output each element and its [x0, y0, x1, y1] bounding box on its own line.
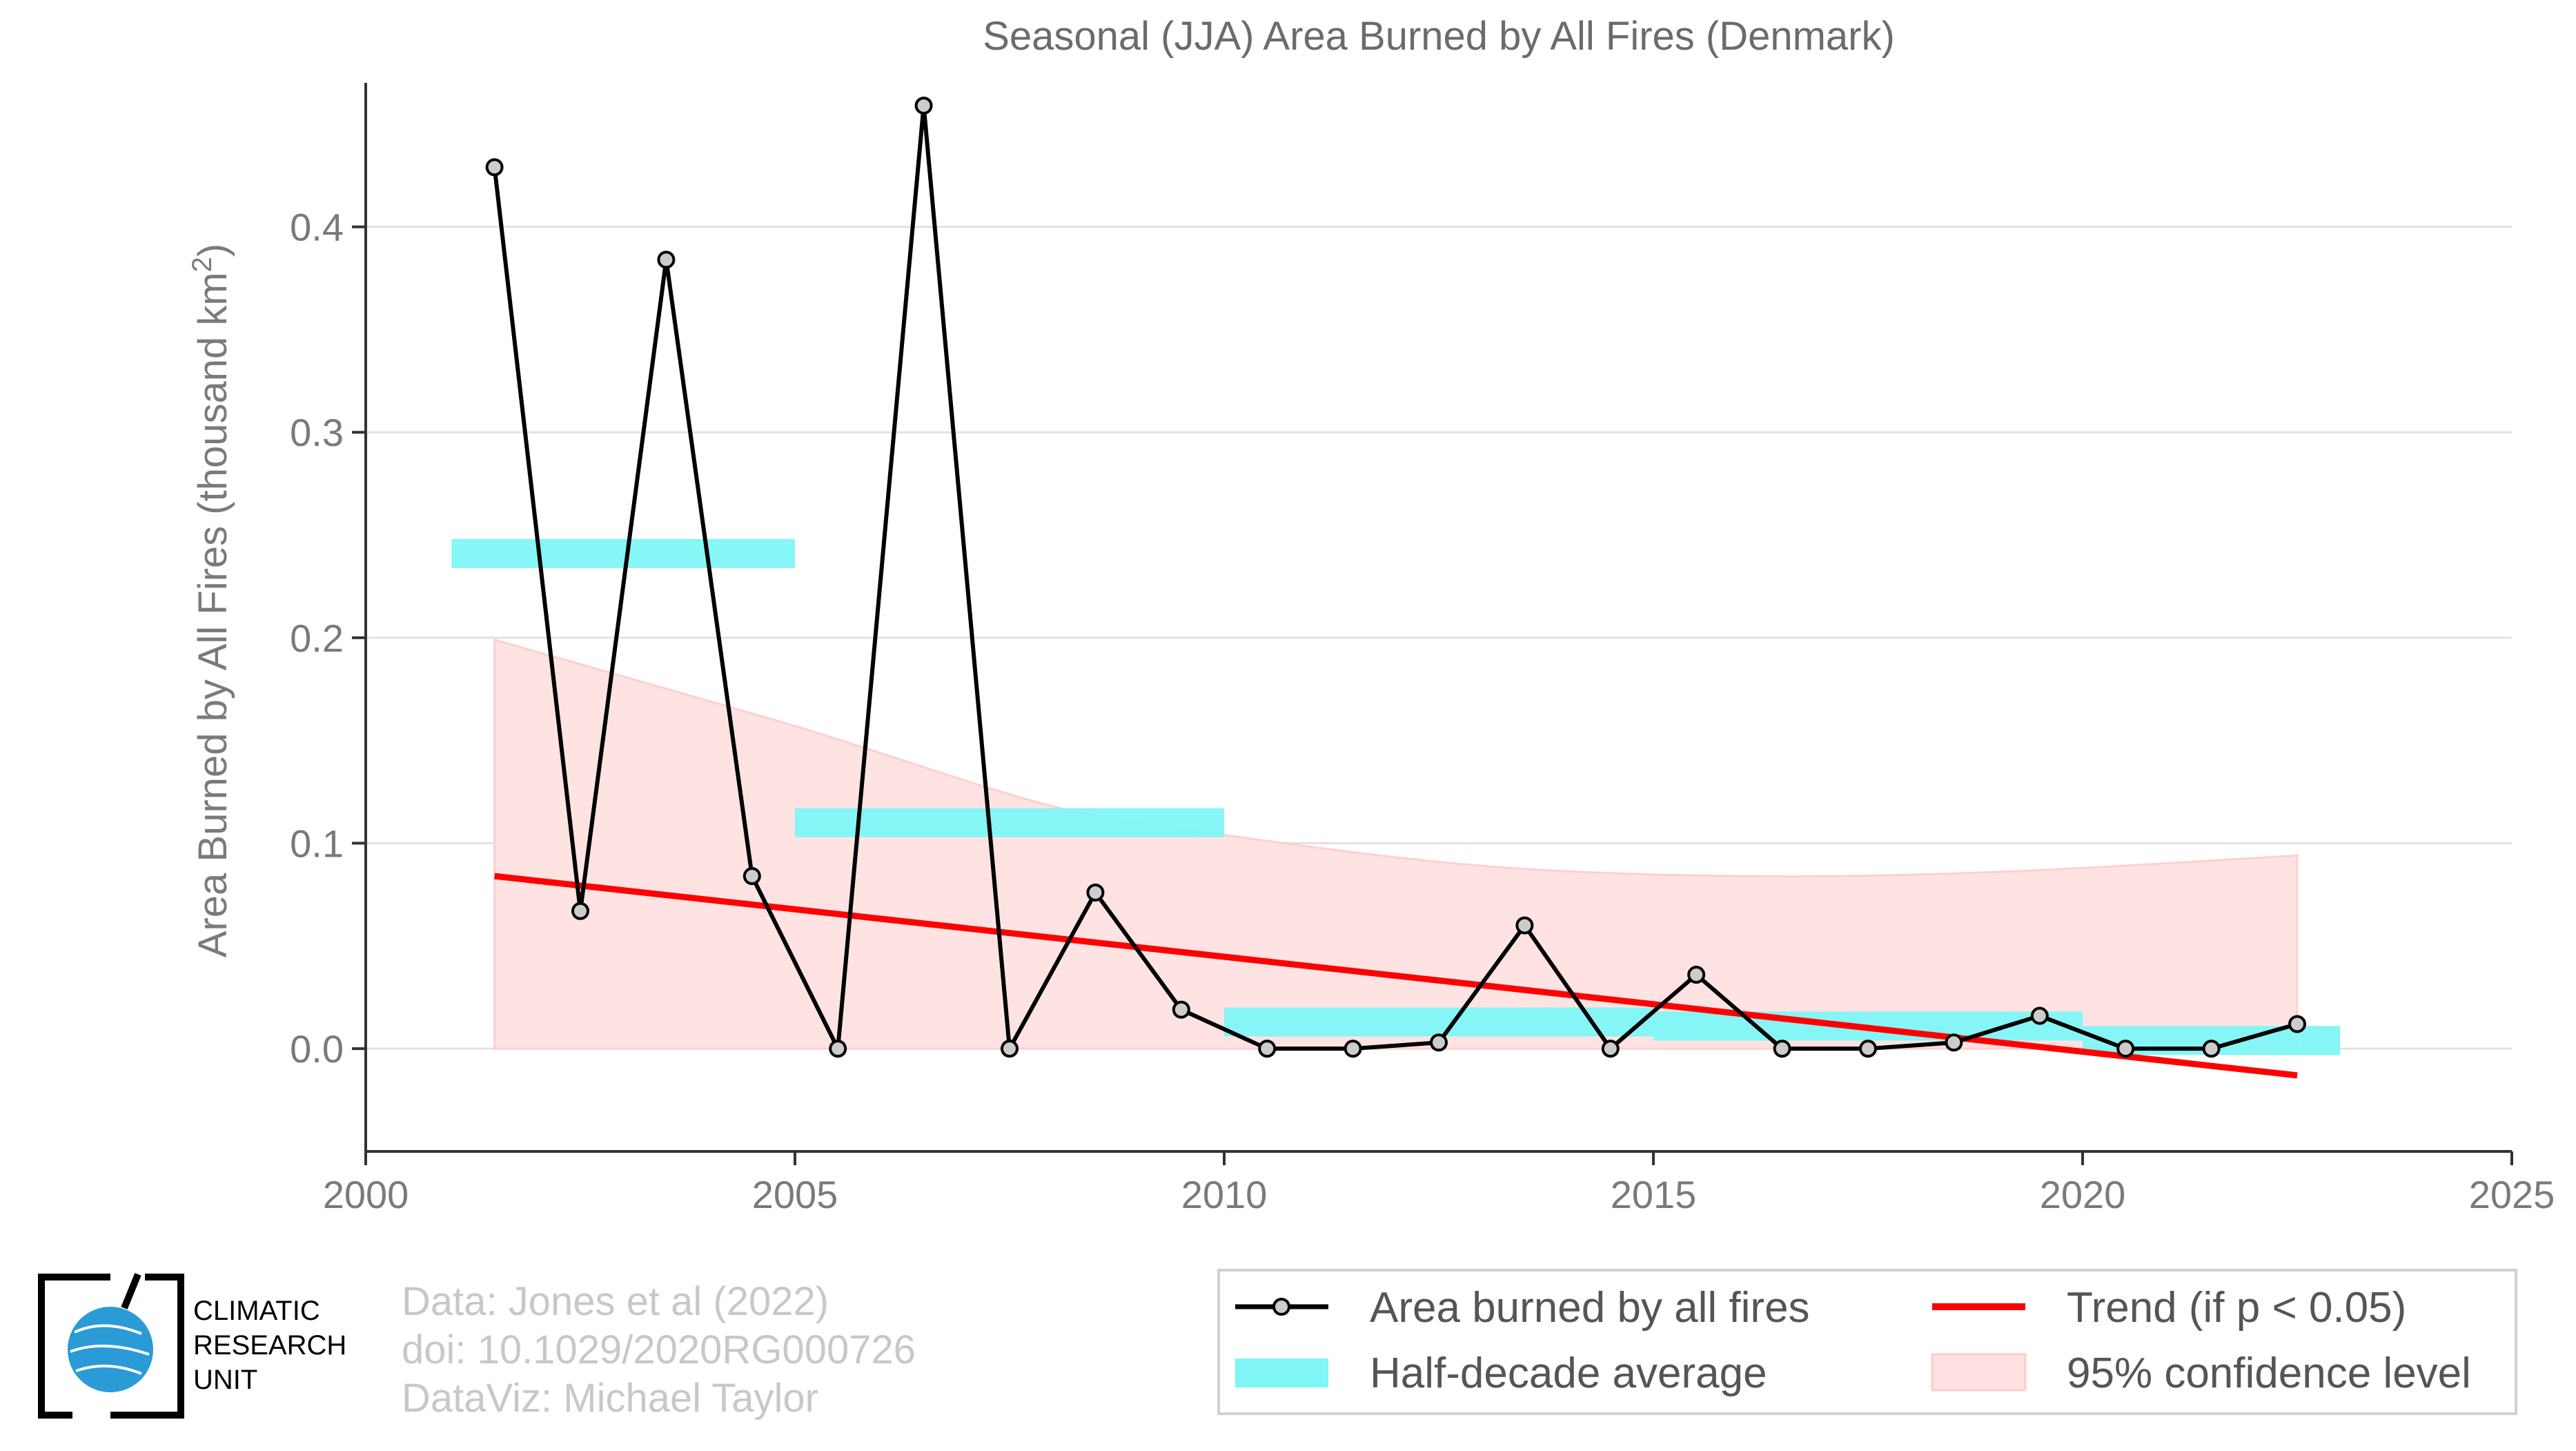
logo-text-unit: UNIT: [193, 1365, 257, 1395]
data-point-7: [1086, 883, 1105, 902]
confidence-band: [493, 638, 2299, 1050]
credit-dataviz: DataViz: Michael Taylor: [402, 1376, 818, 1421]
data-point-4: [829, 1040, 847, 1058]
data-point-15: [1773, 1040, 1791, 1058]
y-tick-labels: 0.0 0.1 0.2 0.3 0.4: [290, 206, 344, 1071]
chart-title: Seasonal (JJA) Area Burned by All Fires …: [983, 14, 1895, 59]
data-point-12: [1515, 916, 1534, 935]
legend-series-marker: [1272, 1298, 1290, 1316]
data-point-18: [2030, 1006, 2049, 1025]
data-point-14: [1687, 966, 1706, 984]
data-point-10: [1344, 1040, 1362, 1058]
logo-text-research: RESEARCH: [193, 1330, 346, 1361]
x-tick-label-5: 2025: [2469, 1173, 2555, 1216]
data-point-13: [1601, 1040, 1620, 1058]
y-tick-label-4: 0.4: [290, 206, 344, 249]
credit-data: Data: Jones et al (2022): [402, 1279, 829, 1324]
credit-doi: doi: 10.1029/2020RG000726: [402, 1327, 916, 1372]
data-point-21: [2288, 1015, 2306, 1033]
data-point-19: [2116, 1040, 2135, 1058]
half-decade-bar-0: [451, 538, 795, 568]
legend-avg-swatch: [1235, 1359, 1328, 1387]
half-decade-bar-1: [795, 808, 1224, 837]
data-point-17: [1945, 1033, 1963, 1052]
logo-bracket-left-icon: [38, 1274, 110, 1419]
data-point-6: [1001, 1040, 1019, 1058]
data-point-9: [1258, 1040, 1277, 1058]
data-point-8: [1172, 1000, 1190, 1019]
legend: Area burned by all fires Half-decade ave…: [1217, 1269, 2517, 1415]
data-point-11: [1430, 1033, 1448, 1052]
trend-line: [494, 873, 2298, 1079]
trend-line-group: [494, 873, 2298, 1079]
x-tick-label-3: 2015: [1611, 1173, 1697, 1216]
credits: Data: Jones et al (2022) doi: 10.1029/20…: [402, 1279, 916, 1421]
x-tick-label-4: 2020: [2040, 1173, 2126, 1216]
y-tick-label-0: 0.0: [290, 1027, 344, 1071]
y-tick-label-3: 0.3: [290, 411, 344, 454]
data-point-3: [743, 867, 761, 886]
x-tick-label-2: 2010: [1181, 1173, 1268, 1216]
data-point-5: [914, 96, 933, 115]
data-point-2: [657, 251, 676, 269]
legend-avg-label: Half-decade average: [1370, 1350, 1767, 1397]
logo-slash-icon: [121, 1273, 141, 1309]
legend-band-label: 95% confidence level: [2067, 1350, 2471, 1397]
x-tick-labels: 2000 2005 2010 2015 2020 2025: [323, 1173, 2555, 1216]
data-point-1: [571, 902, 589, 920]
confidence-band-area: [493, 638, 2299, 1050]
axes: [352, 83, 2513, 1165]
y-tick-label-1: 0.1: [290, 822, 344, 866]
legend-box: [1217, 1269, 2517, 1415]
data-point-16: [1859, 1040, 1877, 1058]
globe-swirl-icon: [70, 1324, 150, 1375]
x-tick-label-1: 2005: [752, 1173, 838, 1216]
data-series: [485, 96, 2306, 1058]
y-axis-label: Area Burned by All Fires (thousand km2): [187, 244, 235, 958]
x-tick-label-0: 2000: [323, 1173, 409, 1216]
data-point-20: [2202, 1040, 2221, 1058]
cru-logo: CLIMATIC RESEARCH UNIT: [38, 1273, 346, 1419]
half-decade-bar-2: [1224, 1007, 1653, 1037]
y-tick-label-2: 0.2: [290, 616, 344, 660]
legend-series-label: Area burned by all fires: [1370, 1284, 1810, 1332]
series-line: [492, 103, 2298, 1051]
legend-band-swatch: [1931, 1353, 2027, 1392]
logo-bracket-right-icon: [110, 1274, 184, 1419]
logo-text-climatic: CLIMATIC: [193, 1296, 320, 1326]
legend-trend-label: Trend (if p < 0.05): [2067, 1284, 2406, 1332]
data-point-0: [485, 158, 504, 177]
